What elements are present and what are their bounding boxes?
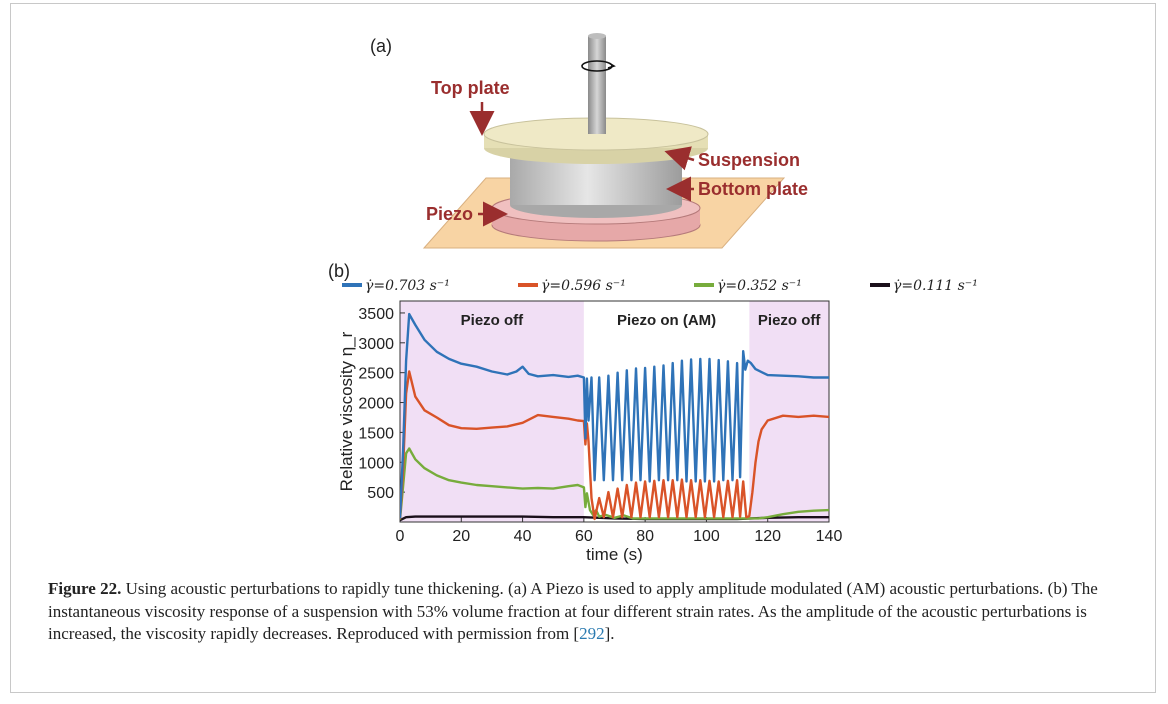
x-axis-label: time (s)	[586, 545, 643, 564]
legend-label: γ̇=0.596 s⁻¹	[541, 278, 626, 294]
x-tick-label: 80	[636, 528, 654, 545]
caption-suffix: ].	[604, 624, 615, 643]
region-label: Piezo off	[461, 312, 525, 329]
x-tick-label: 20	[452, 528, 470, 545]
label-suspension: Suspension	[698, 150, 800, 170]
legend-label: γ̇=0.703 s⁻¹	[365, 278, 450, 294]
y-tick-label: 1000	[358, 455, 394, 472]
x-tick-label: 120	[754, 528, 781, 545]
x-tick-label: 140	[816, 528, 843, 545]
region-label: Piezo on (AM)	[617, 312, 716, 329]
figure-label: Figure 22.	[48, 579, 122, 598]
legend-label: γ̇=0.111 s⁻¹	[893, 278, 978, 294]
y-tick-label: 3000	[358, 336, 394, 353]
y-tick-label: 500	[367, 485, 394, 502]
figure-caption: Figure 22. Using acoustic perturbations …	[48, 578, 1123, 646]
y-tick-label: 2000	[358, 396, 394, 413]
label-bottom-plate: Bottom plate	[698, 179, 808, 199]
label-piezo: Piezo	[426, 204, 473, 224]
region-shade	[749, 301, 829, 522]
region-label: Piezo off	[758, 312, 822, 329]
panel-a-label: (a)	[370, 36, 392, 56]
x-tick-label: 0	[396, 528, 405, 545]
y-tick-label: 1500	[358, 425, 394, 442]
plot-frame	[399, 300, 830, 523]
caption-text: Using acoustic perturbations to rapidly …	[48, 579, 1098, 643]
y-axis-label: Relative viscosity η_r	[337, 331, 356, 491]
label-top-plate: Top plate	[431, 78, 510, 98]
y-tick-label: 2500	[358, 366, 394, 383]
panel-b-label: (b)	[328, 261, 350, 281]
rheometer-schematic: (a) Top plate Suspension Bottom plate Pi…	[370, 33, 808, 249]
x-tick-label: 100	[693, 528, 720, 545]
citation-link[interactable]: 292	[579, 624, 605, 643]
figure-frame	[10, 3, 1156, 693]
x-tick-label: 60	[575, 528, 593, 545]
series-line	[400, 447, 829, 520]
legend-label: γ̇=0.352 s⁻¹	[717, 278, 802, 294]
series-line	[400, 312, 829, 519]
y-tick-label: 3500	[358, 306, 394, 323]
x-tick-label: 40	[514, 528, 532, 545]
series-line	[400, 370, 829, 521]
viscosity-chart: (b) Piezo off Piezo on (AM) Piezo off 0 20 40…	[328, 261, 978, 564]
arrow-suspension	[664, 146, 695, 171]
